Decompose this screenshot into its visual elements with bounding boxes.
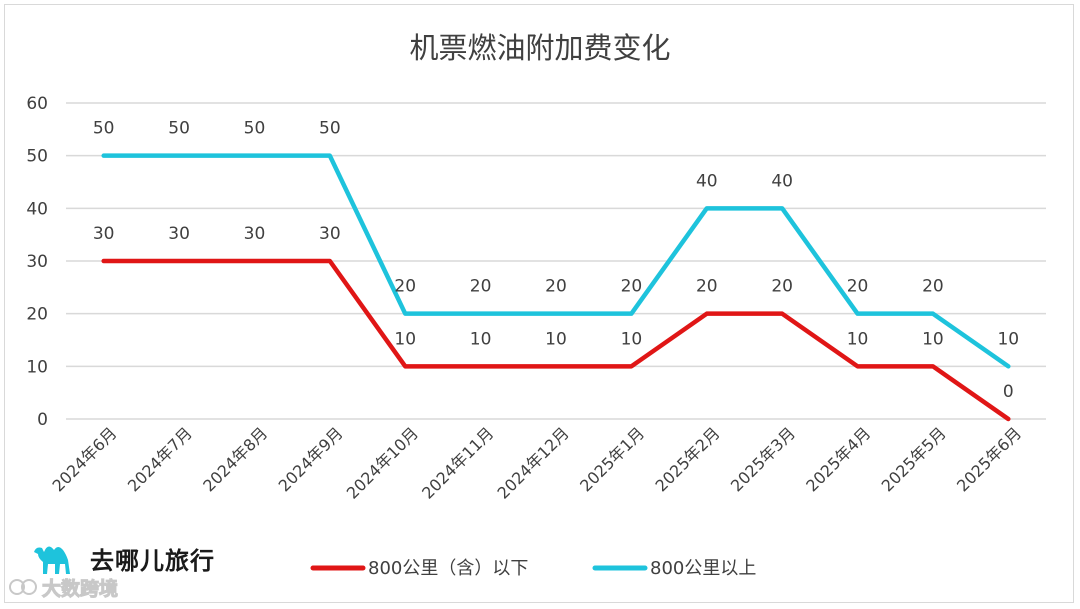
x-tick-label: 2025年5月 <box>878 423 950 495</box>
data-label: 30 <box>244 224 266 244</box>
x-tick-label: 2024年8月 <box>199 423 271 495</box>
data-label: 30 <box>93 224 115 244</box>
y-tick-label: 20 <box>26 305 48 325</box>
data-label: 20 <box>545 277 567 297</box>
series-line-1 <box>101 153 1011 369</box>
data-label: 20 <box>470 277 492 297</box>
brand-name: 去哪儿旅行 <box>90 546 215 575</box>
data-label: 50 <box>319 119 341 139</box>
x-tick-label: 2025年1月 <box>576 423 648 495</box>
data-label: 10 <box>997 329 1019 349</box>
series-line-0 <box>101 258 1011 422</box>
data-label: 10 <box>545 329 567 349</box>
brand-logo: 去哪儿旅行 <box>30 536 215 580</box>
data-label: 40 <box>771 171 793 191</box>
data-label: 20 <box>394 277 416 297</box>
data-label: 20 <box>621 277 643 297</box>
x-tick-label: 2025年2月 <box>652 423 724 495</box>
legend-label: 800公里以上 <box>650 558 756 579</box>
data-label: 10 <box>847 329 869 349</box>
data-label: 20 <box>696 277 718 297</box>
x-tick-label: 2024年11月 <box>418 423 497 502</box>
x-tick-label: 2024年9月 <box>275 423 347 495</box>
data-label: 10 <box>922 329 944 349</box>
chart-frame <box>4 4 1074 603</box>
y-tick-label: 50 <box>26 147 48 167</box>
x-tick-label: 2025年3月 <box>727 423 799 495</box>
x-tick-label: 2024年10月 <box>343 423 422 502</box>
data-label: 20 <box>771 277 793 297</box>
x-tick-label: 2025年6月 <box>953 423 1025 495</box>
x-tick-label: 2024年6月 <box>48 423 120 495</box>
x-tick-label: 2024年12月 <box>494 423 573 502</box>
watermark-text: 大数跨境 <box>41 577 119 600</box>
data-label: 10 <box>394 329 416 349</box>
data-label: 50 <box>244 119 266 139</box>
data-label: 50 <box>168 119 190 139</box>
y-tick-label: 10 <box>26 357 48 377</box>
y-tick-label: 40 <box>26 199 48 219</box>
watermark-icon <box>9 579 37 595</box>
watermark: 大数跨境 <box>8 572 119 602</box>
data-label: 30 <box>319 224 341 244</box>
data-label: 30 <box>168 224 190 244</box>
data-label: 20 <box>847 277 869 297</box>
x-tick-label: 2024年7月 <box>124 423 196 495</box>
legend-label: 800公里（含）以下 <box>368 558 528 579</box>
x-tick-label: 2025年4月 <box>802 423 874 495</box>
y-tick-label: 60 <box>26 94 48 114</box>
data-label: 10 <box>621 329 643 349</box>
chart-title: 机票燃油附加费变化 <box>409 31 670 65</box>
data-label: 40 <box>696 171 718 191</box>
data-label: 50 <box>93 119 115 139</box>
y-tick-label: 30 <box>26 252 48 272</box>
data-label: 20 <box>922 277 944 297</box>
camel-icon <box>34 546 70 574</box>
y-tick-label: 0 <box>37 410 48 430</box>
data-label: 0 <box>1003 382 1014 402</box>
data-label: 10 <box>470 329 492 349</box>
